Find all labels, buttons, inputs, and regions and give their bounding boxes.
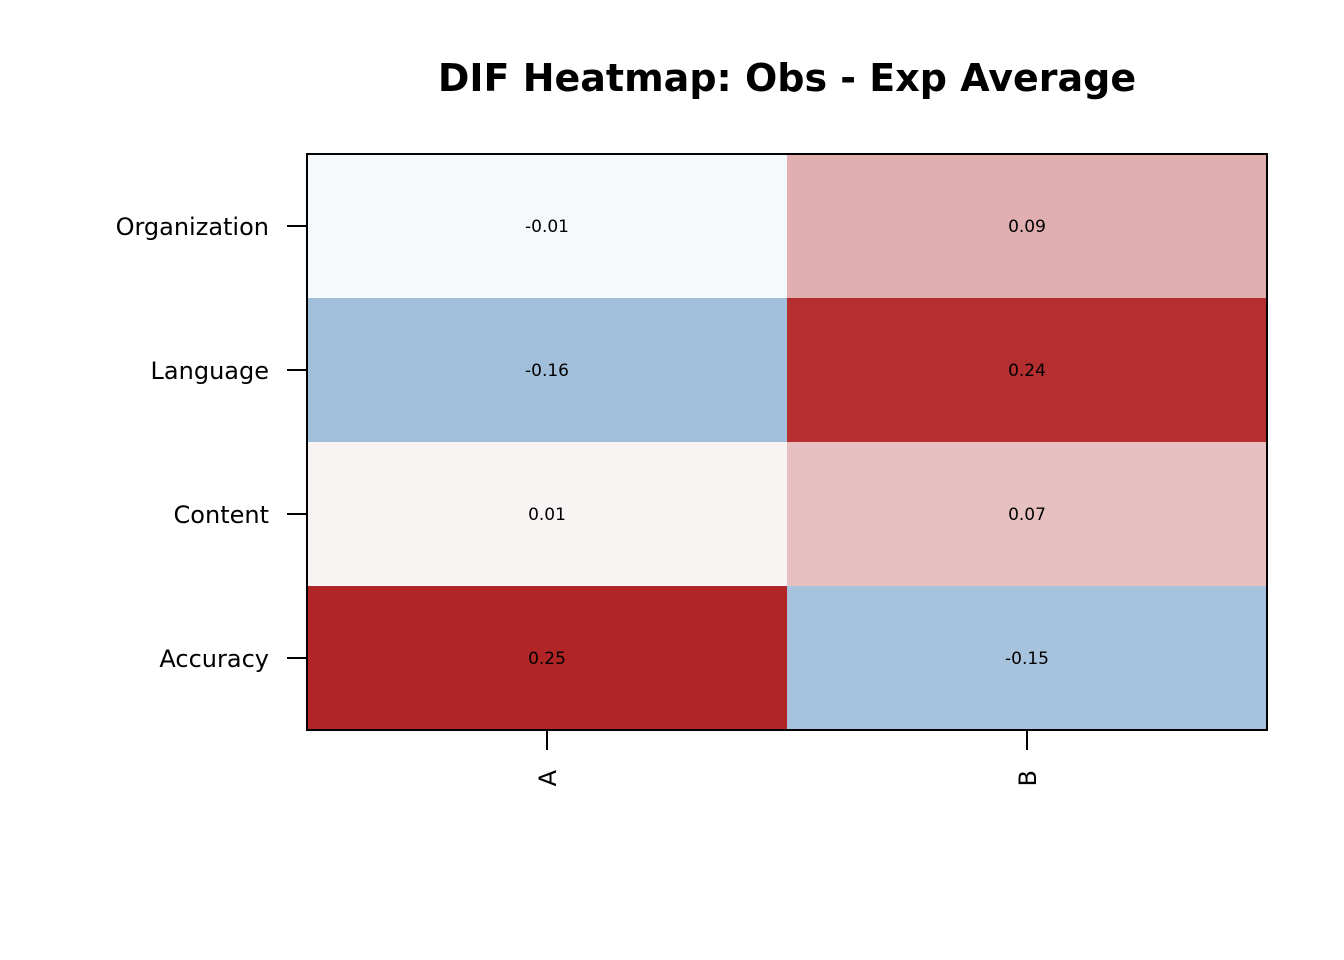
heatmap-cell bbox=[787, 154, 1268, 299]
cell-value-label: 0.07 bbox=[1008, 505, 1046, 525]
x-tick-label: B bbox=[1014, 770, 1042, 786]
plot-frame bbox=[306, 153, 1268, 731]
y-tick-label: Content bbox=[174, 501, 269, 529]
x-tick-label: A bbox=[534, 769, 562, 786]
y-axis: Organization Language Content Accuracy bbox=[116, 213, 307, 673]
heatmap-cell bbox=[787, 586, 1268, 731]
y-tick-label: Organization bbox=[116, 213, 269, 241]
cell-value-label: -0.16 bbox=[525, 361, 569, 381]
heatmap-cell bbox=[307, 442, 788, 587]
heatmap-cell bbox=[307, 298, 788, 443]
heatmap-cell-labels: -0.01 0.09 -0.16 0.24 0.01 0.07 0.25 -0.15 bbox=[525, 217, 1049, 669]
cell-value-label: -0.01 bbox=[525, 217, 569, 237]
y-tick-label: Language bbox=[151, 357, 269, 385]
heatmap-cell bbox=[787, 442, 1268, 587]
chart-title: DIF Heatmap: Obs - Exp Average bbox=[438, 56, 1136, 100]
heatmap-cell bbox=[307, 586, 788, 731]
cell-value-label: -0.15 bbox=[1005, 649, 1049, 669]
heatmap-cells bbox=[307, 154, 1268, 731]
cell-value-label: 0.01 bbox=[528, 505, 566, 525]
y-tick-label: Accuracy bbox=[159, 645, 269, 673]
cell-value-label: 0.25 bbox=[528, 649, 566, 669]
heatmap-cell bbox=[787, 298, 1268, 443]
cell-value-label: 0.09 bbox=[1008, 217, 1046, 237]
heatmap-cell bbox=[307, 154, 788, 299]
cell-value-label: 0.24 bbox=[1008, 361, 1046, 381]
